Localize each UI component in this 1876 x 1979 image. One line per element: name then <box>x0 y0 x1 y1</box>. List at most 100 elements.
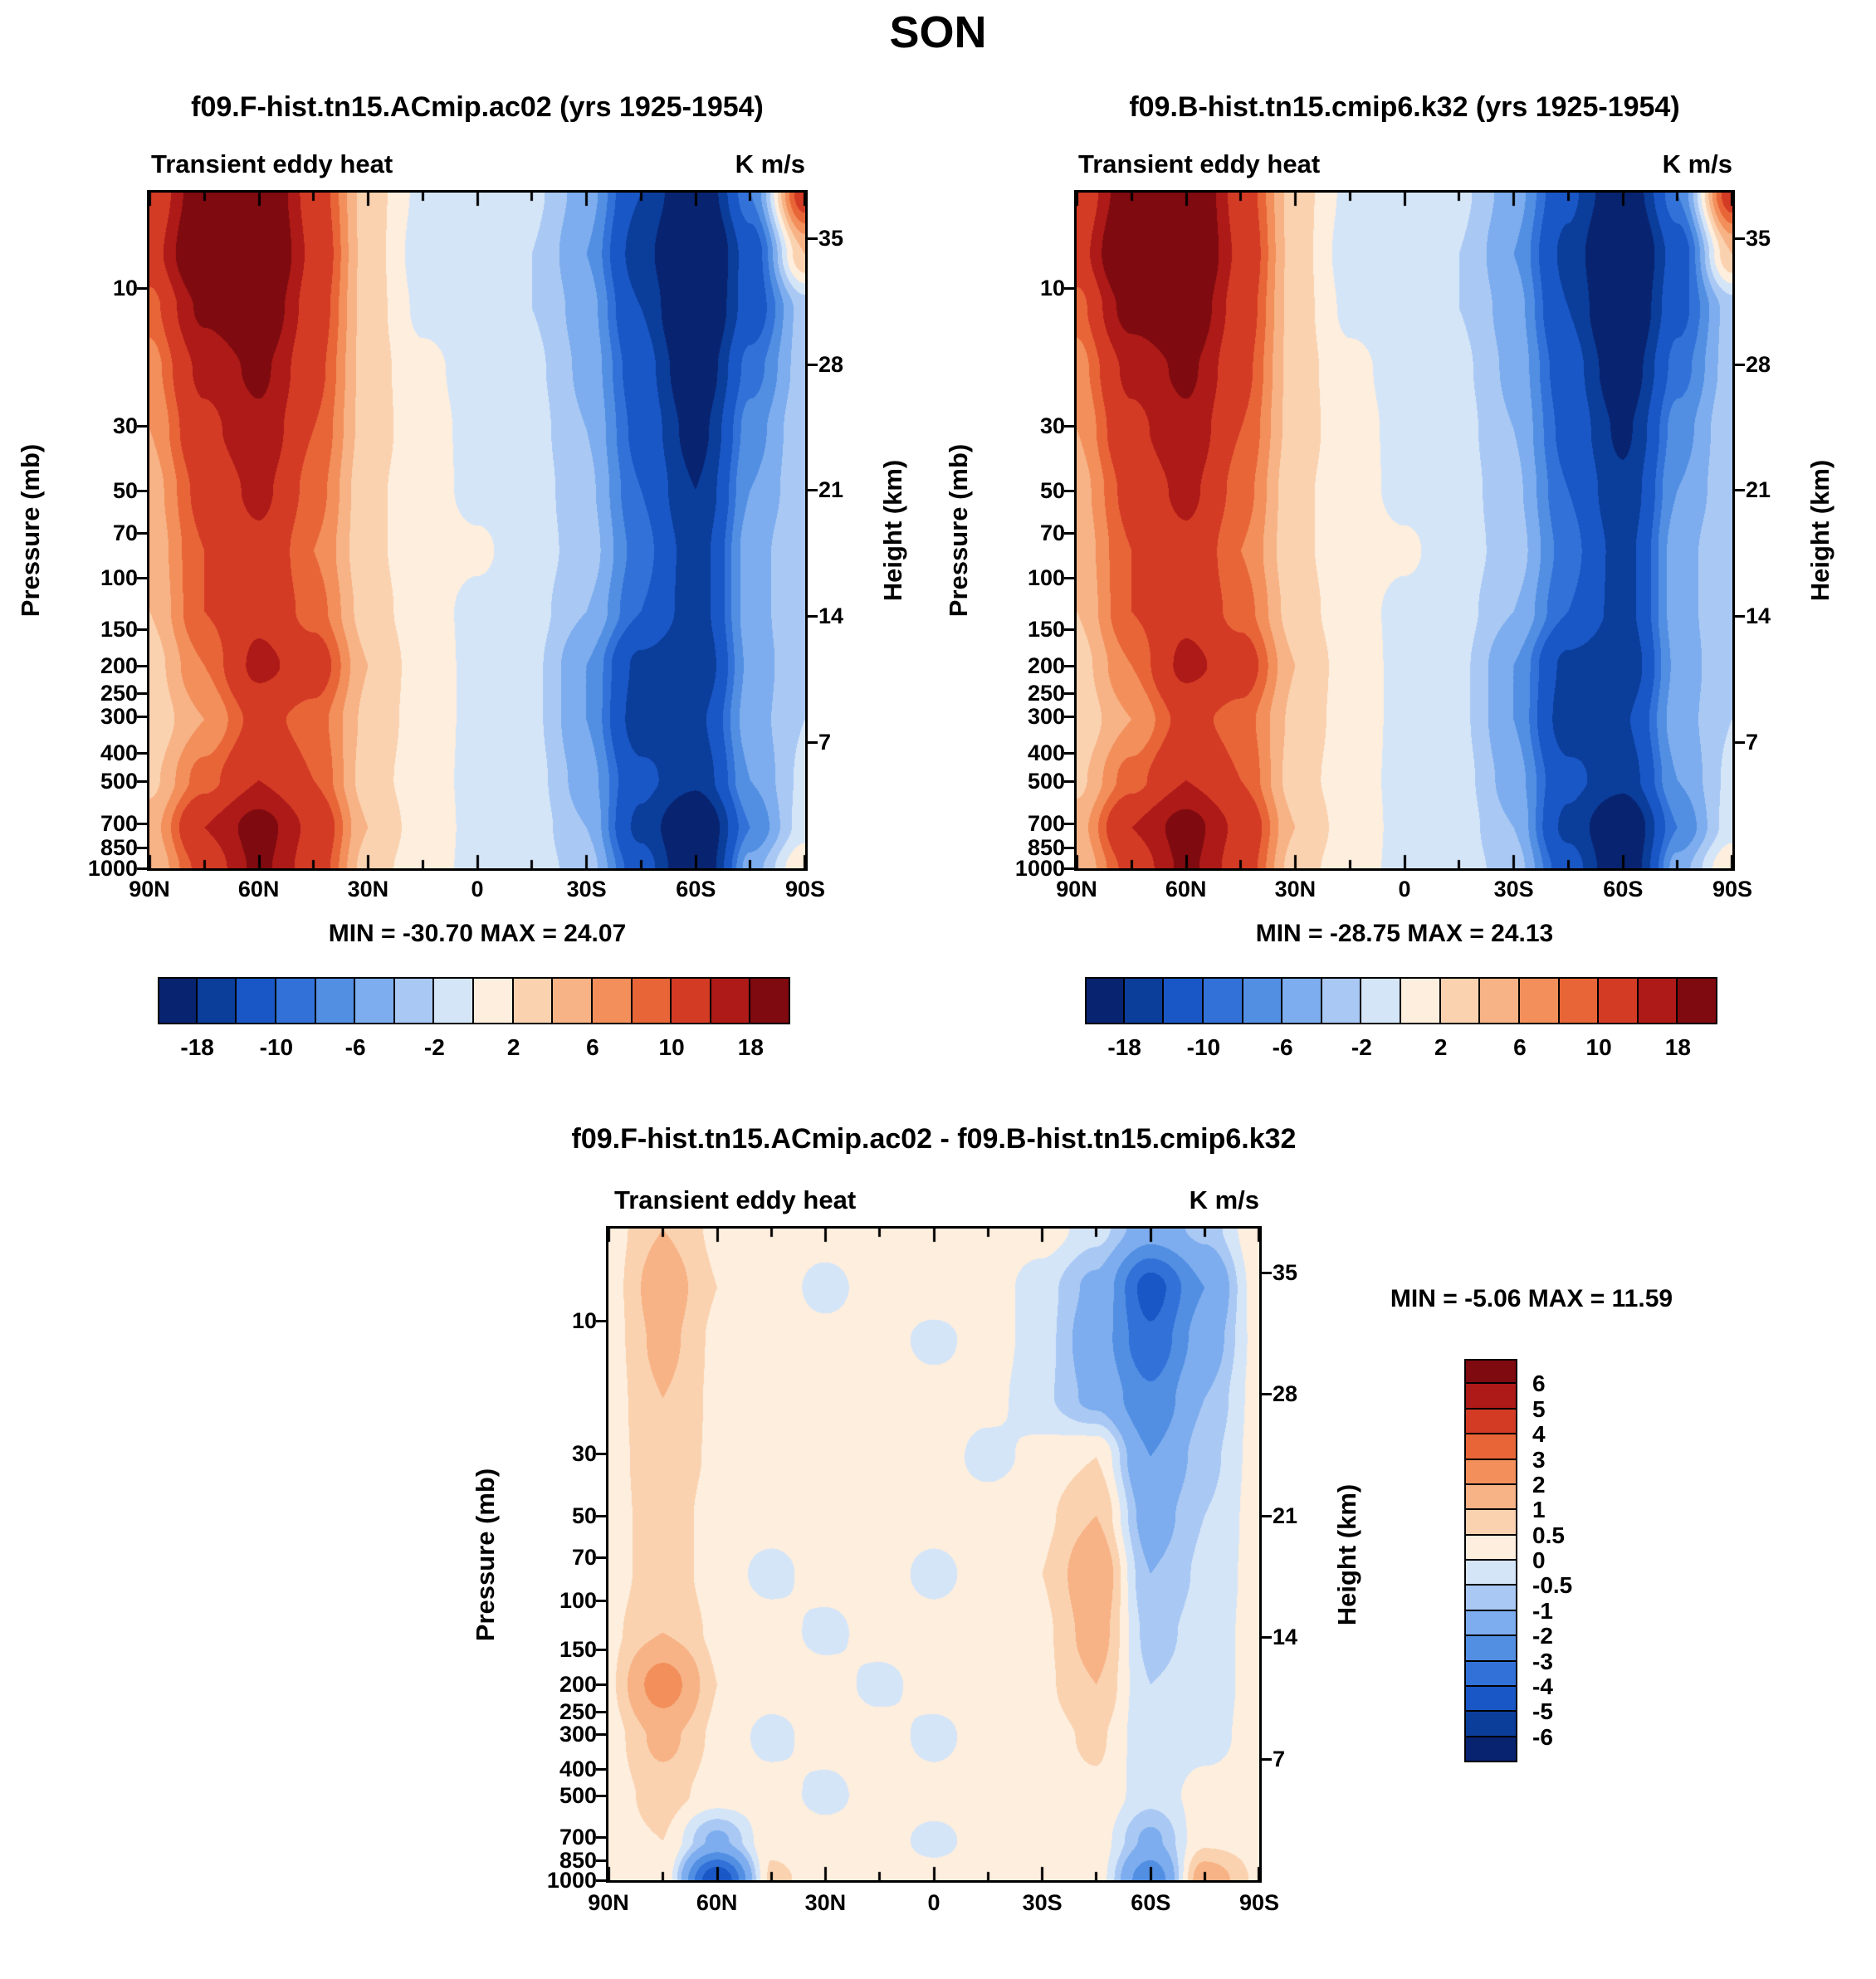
pressure-tick-mark <box>137 847 147 850</box>
colorbar-cell <box>1464 1510 1517 1536</box>
pressure-tick-label: 850 <box>1027 835 1065 861</box>
colorbar-label: 3 <box>1532 1446 1546 1473</box>
pressure-tick-mark <box>596 1795 606 1798</box>
colorbar-cell <box>1464 1384 1517 1410</box>
colorbar-cell <box>711 977 751 1024</box>
colorbar-cell <box>1519 977 1560 1024</box>
latitude-tick-label: 0 <box>1398 877 1411 902</box>
pressure-tick-mark <box>1064 847 1074 850</box>
height-tick-mark <box>1735 363 1745 366</box>
pressure-tick-label: 250 <box>559 1698 597 1724</box>
pressure-tick-label: 500 <box>100 768 138 794</box>
latitude-tick-label: 30N <box>347 877 389 902</box>
colorbar-label: -0.5 <box>1532 1572 1573 1599</box>
colorbar-cell <box>315 977 356 1024</box>
colorbar-cell <box>1464 1636 1517 1662</box>
colorbar-cell <box>1322 977 1362 1024</box>
pressure-tick-label: 150 <box>559 1637 597 1663</box>
pressure-tick-mark <box>596 1835 606 1839</box>
pressure-tick-label: 1000 <box>87 856 138 881</box>
colorbar-label: 4 <box>1532 1421 1546 1448</box>
panel-2-minmax-stats: MIN = -28.75 MAX = 24.13 <box>1255 920 1554 947</box>
height-tick-mark <box>1735 237 1745 240</box>
height-tick-label: 35 <box>1273 1259 1298 1285</box>
latitude-tick-label: 30N <box>804 1890 847 1915</box>
colorbar-label: -2 <box>1532 1623 1553 1649</box>
height-tick-label: 28 <box>1746 351 1771 377</box>
colorbar-cell <box>1464 1712 1517 1737</box>
pressure-tick-mark <box>596 1556 606 1559</box>
colorbar-cell <box>1464 1586 1517 1611</box>
pressure-tick-mark <box>137 577 147 580</box>
colorbar-cell <box>1464 1686 1517 1713</box>
pressure-tick-label: 30 <box>571 1441 597 1467</box>
pressure-tick-label: 50 <box>571 1503 597 1529</box>
colorbar-cell <box>1464 1409 1517 1435</box>
pressure-tick-mark <box>1064 751 1074 755</box>
pressure-tick-label: 700 <box>1027 810 1065 836</box>
panel-1-colorbar <box>158 977 790 1024</box>
colorbar-cell <box>1638 977 1678 1024</box>
colorbar-label: 0.5 <box>1532 1522 1565 1548</box>
colorbar-cell <box>1464 1661 1517 1687</box>
colorbar-label: -2 <box>1351 1034 1372 1060</box>
colorbar-label: 10 <box>658 1034 685 1060</box>
colorbar-label: 1 <box>1532 1497 1546 1523</box>
pressure-tick-label: 300 <box>1027 704 1065 730</box>
colorbar-label: -10 <box>1186 1034 1221 1060</box>
pressure-tick-mark <box>1064 286 1074 290</box>
colorbar-cell <box>1480 977 1520 1024</box>
pressure-tick-mark <box>1064 628 1074 631</box>
pressure-tick-label: 200 <box>559 1672 597 1698</box>
colorbar-label: -18 <box>180 1034 214 1060</box>
pressure-tick-mark <box>1064 664 1074 667</box>
height-tick-mark <box>1735 615 1745 618</box>
pressure-tick-mark <box>596 1683 606 1687</box>
pressure-tick-mark <box>137 628 147 631</box>
height-tick-mark <box>1262 1393 1272 1396</box>
pressure-tick-label: 10 <box>1039 275 1065 301</box>
pressure-tick-mark <box>1064 692 1074 696</box>
pressure-tick-label: 30 <box>1039 413 1065 439</box>
pressure-tick-mark <box>596 1859 606 1863</box>
pressure-tick-mark <box>596 1767 606 1771</box>
height-tick-label: 14 <box>1746 603 1771 629</box>
height-tick-label: 21 <box>1273 1503 1298 1528</box>
panel-3-field-title: Transient eddy heat <box>614 1185 857 1214</box>
colorbar-cell <box>553 977 593 1024</box>
colorbar-cell <box>1464 1737 1517 1762</box>
height-tick-mark <box>808 237 818 240</box>
pressure-tick-label: 250 <box>1027 681 1065 706</box>
latitude-tick-label: 90N <box>588 1890 629 1915</box>
pressure-tick-label: 850 <box>100 835 138 861</box>
height-tick-mark <box>1262 1514 1272 1517</box>
colorbar-label: 18 <box>737 1034 764 1060</box>
colorbar-cell <box>1464 1610 1517 1637</box>
colorbar-cell <box>1243 977 1283 1024</box>
colorbar-label: 2 <box>1532 1471 1546 1498</box>
colorbar-cell <box>1203 977 1243 1024</box>
colorbar-cell <box>1124 977 1165 1024</box>
figure-title: SON <box>889 7 987 57</box>
colorbar-cell <box>1164 977 1204 1024</box>
pressure-tick-label: 400 <box>1027 740 1065 765</box>
latitude-tick-label: 60S <box>1131 1890 1171 1915</box>
colorbar-cell <box>394 977 435 1024</box>
pressure-tick-mark <box>1064 490 1074 493</box>
panel-1-contour-plot <box>149 193 805 868</box>
colorbar-cell <box>1464 1535 1517 1561</box>
pressure-tick-label: 100 <box>1027 565 1065 591</box>
colorbar-cell <box>592 977 633 1024</box>
height-tick-mark <box>1735 741 1745 745</box>
colorbar-cell <box>1464 1561 1517 1586</box>
height-tick-label: 14 <box>1273 1625 1298 1650</box>
height-tick-label: 28 <box>818 351 844 377</box>
colorbar-cell <box>750 977 790 1024</box>
colorbar-label: -2 <box>423 1034 445 1060</box>
pressure-tick-mark <box>596 1515 606 1518</box>
colorbar-label: -6 <box>1532 1723 1553 1750</box>
pressure-tick-mark <box>137 751 147 755</box>
colorbar-label: -1 <box>1532 1597 1553 1624</box>
height-tick-mark <box>1262 1271 1272 1274</box>
height-tick-label: 7 <box>1746 730 1759 755</box>
